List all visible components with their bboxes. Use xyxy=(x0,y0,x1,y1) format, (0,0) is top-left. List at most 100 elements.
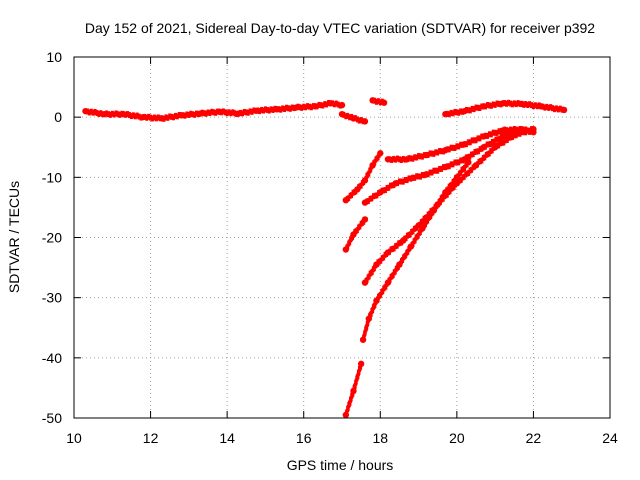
data-point xyxy=(164,114,168,121)
data-point xyxy=(392,155,396,162)
data-point xyxy=(445,163,449,170)
x-tick-label: 16 xyxy=(296,430,312,446)
data-point xyxy=(426,151,430,158)
data-point xyxy=(221,108,225,115)
data-point xyxy=(483,143,487,150)
data-point xyxy=(175,113,179,120)
data-point xyxy=(434,167,438,174)
data-point xyxy=(315,103,319,110)
data-point xyxy=(491,101,495,108)
series-main-baseline xyxy=(82,100,346,122)
data-point xyxy=(558,105,562,112)
data-point xyxy=(436,167,440,174)
data-point xyxy=(503,132,507,139)
data-point xyxy=(246,109,250,116)
data-point xyxy=(93,108,97,115)
data-point xyxy=(485,132,489,139)
data-point xyxy=(470,137,474,144)
data-point xyxy=(507,127,511,134)
x-tick-label: 10 xyxy=(66,430,82,446)
data-point xyxy=(522,129,526,136)
data-point xyxy=(368,195,372,202)
data-point xyxy=(396,180,400,187)
series-arc-5 xyxy=(342,360,365,419)
data-point xyxy=(549,104,553,111)
data-point xyxy=(260,106,264,113)
data-point xyxy=(250,108,254,115)
data-point xyxy=(432,167,436,174)
data-point xyxy=(465,159,472,166)
data-point xyxy=(288,105,292,112)
data-point xyxy=(231,109,235,116)
data-point xyxy=(401,178,405,185)
data-point xyxy=(210,108,214,115)
data-point xyxy=(547,104,551,111)
data-point xyxy=(214,109,218,116)
data-point xyxy=(269,106,273,113)
data-point xyxy=(495,142,499,149)
data-point xyxy=(451,110,455,117)
data-point xyxy=(355,116,359,123)
data-point xyxy=(508,126,512,133)
data-points xyxy=(82,97,568,419)
data-point xyxy=(520,129,524,136)
data-point xyxy=(403,176,407,183)
data-point xyxy=(145,114,149,121)
data-point xyxy=(496,136,500,143)
data-point xyxy=(413,154,417,161)
data-point xyxy=(394,243,398,250)
data-point xyxy=(162,115,166,122)
data-point xyxy=(397,156,401,163)
data-point xyxy=(306,103,310,110)
data-point xyxy=(302,103,306,110)
data-point xyxy=(154,115,158,122)
data-point xyxy=(116,111,120,118)
data-point xyxy=(112,111,116,118)
data-point xyxy=(378,99,382,106)
data-point xyxy=(490,138,494,145)
data-point xyxy=(227,109,231,116)
data-point xyxy=(391,245,395,252)
data-point xyxy=(493,101,497,108)
data-point xyxy=(502,139,506,146)
x-tick-label: 20 xyxy=(449,430,465,446)
data-point xyxy=(298,104,302,111)
data-point xyxy=(380,187,384,194)
data-point xyxy=(464,106,468,113)
data-point xyxy=(528,127,532,134)
data-point xyxy=(503,100,507,107)
data-point xyxy=(389,246,393,253)
data-point xyxy=(204,110,208,117)
data-point xyxy=(500,139,504,146)
data-point xyxy=(319,102,323,109)
y-tick-label: -50 xyxy=(42,410,62,426)
data-point xyxy=(510,101,514,108)
data-point xyxy=(449,161,453,168)
data-point xyxy=(283,105,287,112)
data-point xyxy=(405,177,409,184)
data-point xyxy=(317,101,321,108)
data-point xyxy=(447,111,451,118)
data-point xyxy=(451,144,455,151)
data-point xyxy=(473,149,477,156)
data-point xyxy=(91,109,95,116)
data-point xyxy=(279,106,283,113)
data-point xyxy=(212,109,216,116)
data-point xyxy=(449,144,453,151)
data-point xyxy=(187,111,191,118)
data-point xyxy=(468,153,472,160)
data-point xyxy=(172,114,176,121)
data-point xyxy=(200,109,204,116)
data-point xyxy=(554,105,558,112)
data-point xyxy=(348,114,352,121)
data-point xyxy=(147,113,151,120)
data-point xyxy=(472,106,476,113)
data-point xyxy=(524,129,528,136)
data-point xyxy=(432,150,436,157)
data-point xyxy=(466,107,470,114)
y-tick-label: -30 xyxy=(42,290,62,306)
data-point xyxy=(522,101,526,108)
data-point xyxy=(263,106,267,113)
data-point xyxy=(380,99,388,106)
data-point xyxy=(484,103,488,110)
